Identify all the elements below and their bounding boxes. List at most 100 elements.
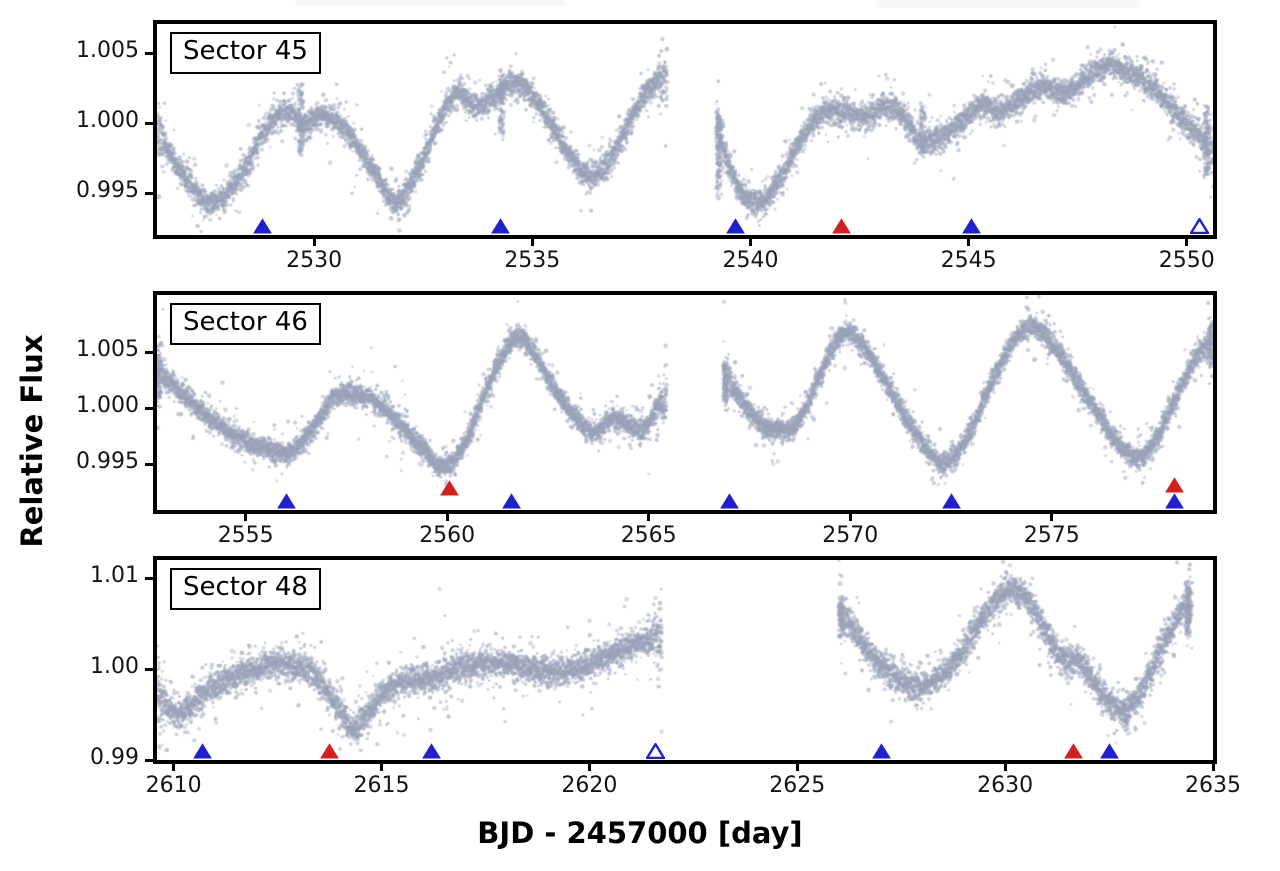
x-tick-label: 2610 [145, 773, 202, 798]
triangle-marker-icon [276, 493, 296, 509]
y-tick [145, 121, 153, 125]
x-tick [530, 238, 534, 246]
x-tick-label: 2630 [977, 773, 1034, 798]
eclipse-marker-blue-filled [871, 743, 891, 759]
eclipse-marker-blue-filled [252, 218, 272, 234]
eclipse-marker-blue-filled [1165, 493, 1185, 509]
scatter-lightcurve-canvas [157, 295, 1213, 510]
x-tick-label: 2545 [940, 248, 997, 273]
x-tick-label: 2540 [722, 248, 779, 273]
y-tick-label: 0.995 [76, 449, 139, 475]
scatter-lightcurve-canvas [157, 560, 1213, 760]
plot-area: Sector 48 [157, 560, 1213, 760]
triangle-marker-icon [961, 218, 981, 234]
x-tick [848, 513, 852, 521]
eclipse-marker-red-filled [831, 218, 851, 234]
triangle-marker-icon [319, 743, 339, 759]
x-tick [647, 513, 651, 521]
triangle-marker-icon [440, 480, 459, 496]
x-tick [1050, 513, 1054, 521]
x-tick-label: 2570 [822, 523, 879, 548]
y-tick-label: 1.000 [76, 108, 139, 134]
triangle-marker-icon [1064, 743, 1084, 759]
x-tick [244, 513, 248, 521]
y-tick [145, 191, 153, 195]
triangle-marker-icon [1165, 477, 1185, 493]
eclipse-marker-red-filled [319, 743, 339, 759]
panel-sector-46: Sector 46 [153, 291, 1217, 514]
x-tick [445, 513, 449, 521]
y-tick [145, 51, 153, 55]
eclipse-marker-blue-open [644, 741, 666, 760]
y-tick [145, 406, 153, 410]
triangle-marker-icon [252, 218, 272, 234]
scatter-lightcurve-canvas [157, 24, 1213, 235]
eclipse-marker-blue-filled [490, 218, 510, 234]
x-tick-label: 2635 [1185, 773, 1241, 798]
eclipse-marker-blue-filled [193, 743, 213, 759]
y-tick [145, 667, 153, 671]
x-tick-label: 2625 [769, 773, 826, 798]
eclipse-marker-blue-open [1189, 216, 1211, 235]
y-tick [145, 758, 153, 762]
plot-area: Sector 45 [157, 24, 1213, 235]
x-tick [795, 763, 799, 771]
x-tick-label: 2530 [286, 248, 343, 273]
y-axis-title: Relative Flux [15, 334, 49, 548]
x-tick [749, 238, 752, 246]
cropped-figure-edge-artifact [295, 0, 565, 6]
x-tick-label: 2535 [504, 248, 561, 273]
triangle-marker-icon [1100, 743, 1120, 759]
triangle-marker-icon [1165, 493, 1185, 509]
x-tick [1185, 238, 1189, 246]
triangle-marker-icon [831, 218, 851, 234]
sector-label: Sector 46 [170, 303, 321, 345]
y-tick [145, 576, 153, 580]
x-tick-label: 2565 [620, 523, 677, 548]
x-tick [312, 238, 316, 246]
eclipse-marker-red-filled [440, 480, 459, 496]
eclipse-marker-blue-filled [502, 493, 522, 509]
x-tick [1003, 763, 1007, 771]
sector-label: Sector 48 [170, 568, 321, 610]
triangle-marker-icon [490, 218, 510, 234]
eclipse-marker-blue-filled [421, 743, 441, 759]
x-tick-label: 2620 [561, 773, 618, 798]
x-tick-label: 2560 [419, 523, 476, 548]
triangle-marker-icon [502, 493, 522, 509]
triangle-marker-icon [421, 743, 441, 759]
panel-sector-45: Sector 45 [153, 20, 1217, 239]
y-tick-label: 0.995 [76, 178, 139, 204]
y-tick-label: 1.000 [76, 393, 139, 419]
x-tick-label: 2575 [1023, 523, 1080, 548]
x-tick-label: 2615 [353, 773, 410, 798]
x-tick [380, 763, 383, 771]
triangle-marker-icon [941, 493, 961, 509]
eclipse-marker-red-filled [1165, 477, 1185, 493]
eclipse-marker-blue-filled [941, 493, 961, 509]
x-tick [587, 763, 591, 771]
y-tick-label: 1.005 [76, 38, 139, 64]
y-tick [145, 350, 153, 354]
triangle-marker-icon [1189, 216, 1211, 235]
eclipse-marker-blue-filled [961, 218, 981, 234]
triangle-marker-icon [871, 743, 891, 759]
eclipse-marker-blue-filled [726, 218, 745, 234]
panel-sector-48: Sector 48 [153, 556, 1217, 764]
eclipse-marker-red-filled [1064, 743, 1084, 759]
eclipse-marker-blue-filled [276, 493, 296, 509]
sector-label: Sector 45 [170, 32, 321, 74]
eclipse-marker-blue-filled [1100, 743, 1120, 759]
y-tick-label: 0.99 [90, 745, 139, 770]
eclipse-marker-blue-filled [719, 493, 739, 509]
y-tick-label: 1.00 [90, 654, 139, 680]
x-tick [967, 238, 971, 246]
plot-area: Sector 46 [157, 295, 1213, 510]
y-tick-label: 1.005 [76, 337, 139, 363]
y-tick-label: 1.01 [90, 563, 139, 589]
x-tick [1211, 763, 1215, 771]
triangle-marker-icon [644, 741, 666, 760]
x-tick [172, 763, 176, 771]
x-tick-label: 2555 [217, 523, 274, 548]
x-axis-title: BJD - 2457000 [day] [477, 816, 803, 850]
